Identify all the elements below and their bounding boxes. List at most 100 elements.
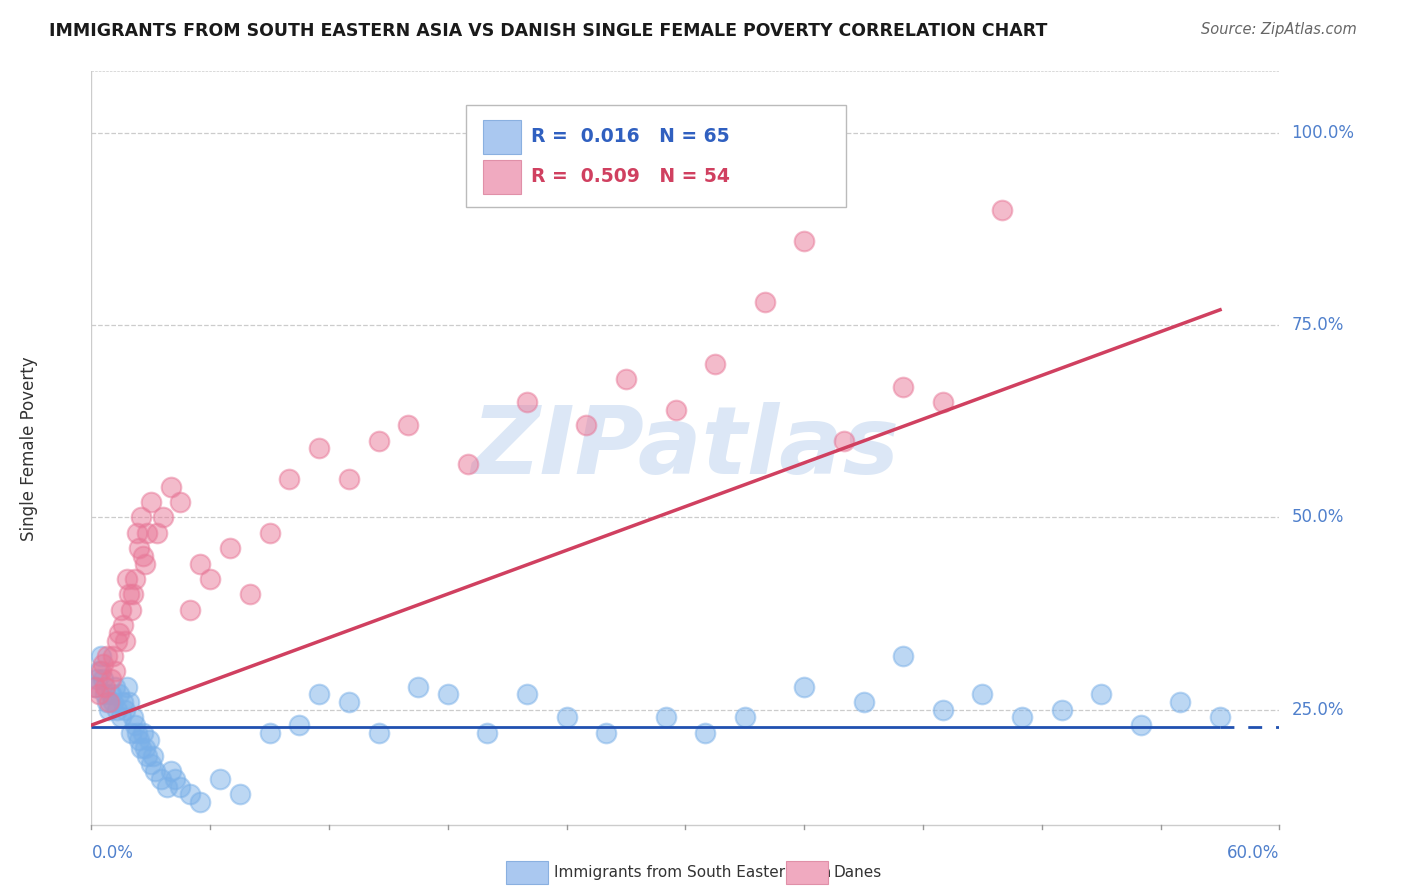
Point [139, 756, 162, 771]
Point [209, 772, 232, 786]
Point [120, 726, 142, 740]
Point [1170, 695, 1192, 709]
Point [91, 657, 114, 671]
Point [110, 710, 132, 724]
Point [84, 680, 107, 694]
Point [239, 587, 262, 601]
Text: 100.0%: 100.0% [1291, 124, 1354, 142]
Point [259, 525, 281, 540]
Point [125, 525, 148, 540]
Point [118, 587, 141, 601]
Point [89, 687, 111, 701]
Point [96, 695, 118, 709]
Point [406, 680, 429, 694]
Point [114, 703, 136, 717]
Point [396, 418, 419, 433]
Point [98, 703, 121, 717]
Point [179, 788, 201, 802]
Point [337, 695, 360, 709]
Point [516, 395, 538, 409]
Point [704, 357, 727, 371]
Text: 50.0%: 50.0% [1291, 508, 1344, 526]
Point [104, 665, 127, 679]
Point [105, 633, 128, 648]
Point [110, 603, 132, 617]
Point [114, 633, 136, 648]
Point [654, 710, 676, 724]
Point [105, 703, 128, 717]
Point [142, 748, 165, 763]
Point [288, 718, 311, 732]
Point [98, 695, 121, 709]
Point [169, 495, 191, 509]
Point [1209, 710, 1232, 724]
Point [891, 380, 914, 394]
Point [94, 687, 117, 701]
Point [308, 687, 330, 701]
Point [932, 703, 955, 717]
Point [259, 726, 281, 740]
Point [1090, 687, 1112, 701]
Point [139, 495, 162, 509]
Point [575, 418, 598, 433]
Point [188, 557, 211, 571]
FancyBboxPatch shape [484, 160, 522, 194]
Point [664, 402, 686, 417]
Point [159, 764, 181, 779]
Point [101, 648, 124, 663]
Text: Single Female Poverty: Single Female Poverty [20, 356, 38, 541]
Point [129, 510, 152, 524]
Text: R =  0.509   N = 54: R = 0.509 N = 54 [531, 168, 730, 186]
Point [972, 687, 994, 701]
Point [122, 710, 145, 724]
Point [1050, 703, 1073, 717]
Point [595, 726, 617, 740]
Point [200, 572, 222, 586]
Text: 0.0%: 0.0% [91, 845, 134, 863]
Point [135, 525, 157, 540]
Text: 75.0%: 75.0% [1291, 316, 1344, 334]
Point [516, 687, 538, 701]
Text: Immigrants from South Eastern Asia: Immigrants from South Eastern Asia [554, 865, 831, 880]
FancyBboxPatch shape [484, 120, 522, 154]
Point [132, 549, 155, 563]
Point [367, 726, 389, 740]
Point [118, 695, 141, 709]
Point [128, 733, 150, 747]
Point [108, 687, 131, 701]
Point [89, 665, 111, 679]
Point [991, 202, 1014, 217]
Point [219, 541, 242, 556]
Point [793, 680, 815, 694]
Point [128, 541, 150, 556]
Text: Danes: Danes [834, 865, 882, 880]
Point [112, 695, 135, 709]
Point [145, 525, 167, 540]
Point [94, 680, 117, 694]
Point [104, 680, 127, 694]
Point [1011, 710, 1033, 724]
Point [132, 726, 155, 740]
Point [734, 710, 756, 724]
Point [115, 680, 138, 694]
Point [125, 726, 148, 740]
Point [337, 472, 360, 486]
Point [229, 788, 252, 802]
Point [143, 764, 166, 779]
Point [436, 687, 458, 701]
Point [457, 457, 479, 471]
Point [156, 780, 179, 794]
Text: R =  0.016   N = 65: R = 0.016 N = 65 [531, 128, 730, 146]
Point [695, 726, 717, 740]
Point [129, 741, 152, 756]
Point [135, 748, 157, 763]
Point [91, 672, 114, 686]
Point [1129, 718, 1152, 732]
Text: 25.0%: 25.0% [1291, 701, 1344, 719]
Point [134, 557, 156, 571]
Point [112, 618, 135, 632]
Point [169, 780, 191, 794]
Point [179, 603, 201, 617]
Text: ZIPatlas: ZIPatlas [471, 402, 900, 494]
Point [138, 733, 160, 747]
